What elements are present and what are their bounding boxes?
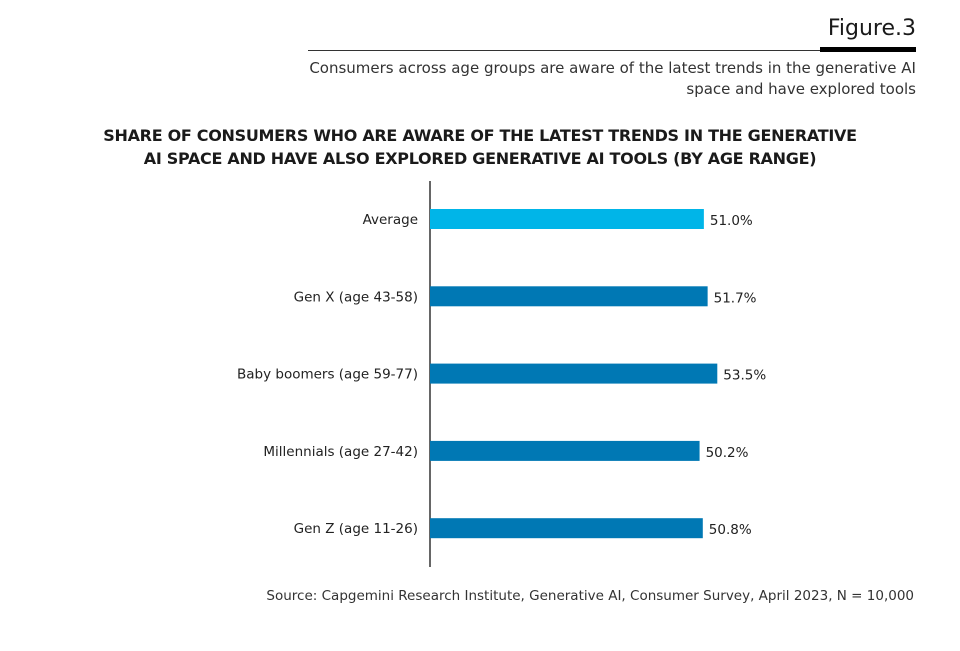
chart-title: SHARE OF CONSUMERS WHO ARE AWARE OF THE …	[103, 126, 857, 168]
data-label: 51.7%	[714, 290, 757, 306]
category-label: Gen Z (age 11-26)	[294, 521, 418, 537]
header-rule-accent	[820, 47, 916, 52]
data-label: 51.0%	[710, 213, 753, 229]
figure-label: Figure.3	[827, 16, 916, 41]
source-note: Source: Capgemini Research Institute, Ge…	[266, 588, 914, 604]
bar	[430, 440, 700, 461]
category-label: Baby boomers (age 59-77)	[237, 367, 418, 383]
category-label: Millennials (age 27-42)	[263, 444, 418, 460]
data-label: 50.2%	[706, 445, 749, 461]
data-label: 50.8%	[709, 522, 752, 538]
bar	[430, 518, 703, 539]
bar	[430, 209, 704, 229]
data-label: 53.5%	[723, 368, 766, 384]
bar	[430, 286, 708, 307]
category-label: Average	[363, 212, 418, 228]
header-rule	[308, 50, 916, 51]
category-label: Gen X (age 43-58)	[294, 289, 418, 305]
figure-subtitle: Consumers across age groups are aware of…	[309, 59, 916, 98]
bar	[430, 363, 718, 384]
